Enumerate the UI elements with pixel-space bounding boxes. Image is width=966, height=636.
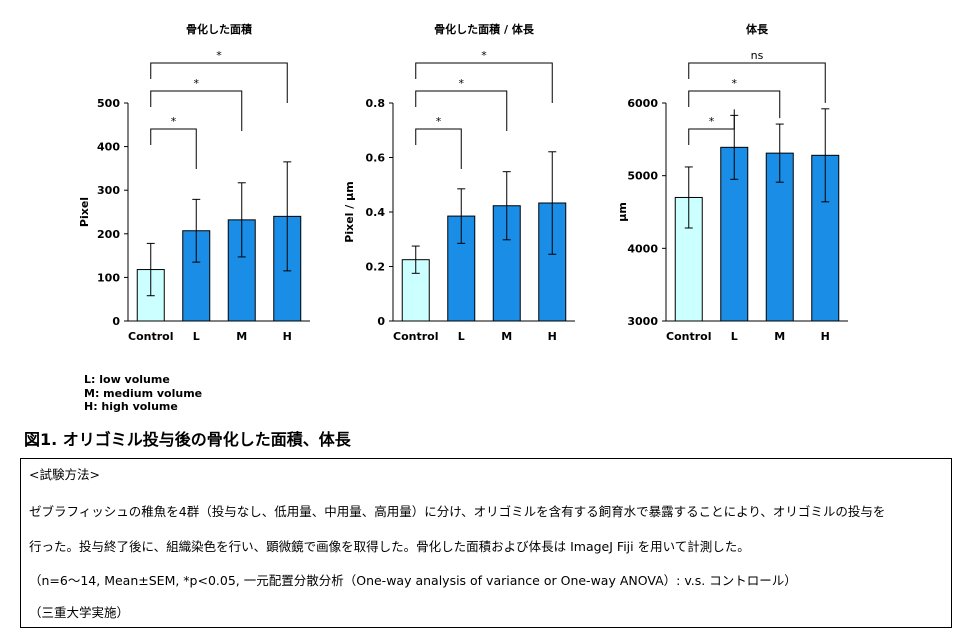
significance-bracket [688,90,781,119]
significance-label: * [709,115,715,128]
chart-title: 骨化した面積 [186,22,253,36]
y-tick-label: 0.6 [366,152,386,165]
methods-box: <試験方法> ゼブラフィッシュの稚魚を4群（投与なし、低用量、中用量、高用量）に… [20,458,952,628]
y-tick-label: 500 [97,97,120,110]
significance-bracket [150,62,288,103]
significance-label: * [171,115,177,128]
significance-bracket [688,109,735,145]
y-tick-label: 6000 [627,97,658,110]
significance-bracket [415,62,553,103]
significance-label: * [216,49,222,62]
chart-title: 骨化した面積 / 体長 [434,22,535,36]
significance-label: * [194,77,200,90]
x-tick-label: Control [393,330,438,343]
significance-label: * [436,115,442,128]
methods-line-3: （n=6～14, Mean±SEM, *p<0.05, 一元配置分散分析（One… [29,573,797,588]
significance-bracket [415,128,462,169]
y-axis-label: Pixel [78,197,91,227]
y-axis-label: µm [616,202,629,222]
x-tick-label: H [821,330,830,343]
methods-line-1: ゼブラフィッシュの稚魚を4群（投与なし、低用量、中用量、高用量）に分け、オリゴミ… [29,504,886,519]
x-tick-label: M [774,330,785,343]
x-tick-label: H [548,330,557,343]
legend-low: L: low volume [84,373,170,386]
chart-ossified-area: 骨化した面積 Pixel 0 100 200 300 400 500 Control L M H * * * [78,22,310,343]
chart-body-length: 体長 µm 3000 4000 5000 6000 Control L M H * * ns [616,22,848,343]
significance-label: * [732,77,738,90]
significance-label: * [481,49,487,62]
chart-title: 体長 [746,22,769,36]
x-tick-label: Control [128,330,173,343]
methods-line-4: （三重大学実施） [29,605,130,620]
y-tick-label: 0.2 [366,261,386,274]
methods-line-2: 行った。投与終了後に、組織染色を行い、顕微鏡で画像を取得した。骨化した面積および… [29,539,750,554]
x-tick-label: L [458,330,465,343]
legend: L: low volume M: medium volume H: high v… [84,373,202,414]
significance-bracket [150,90,243,131]
legend-medium: M: medium volume [84,386,203,400]
y-tick-label: 100 [97,271,120,284]
y-tick-label: 3000 [627,315,658,328]
y-tick-label: 5000 [627,170,658,183]
significance-bracket [415,90,508,131]
significance-bracket [150,128,197,169]
x-tick-label: L [731,330,738,343]
y-axis-label: Pixel / µm [343,181,356,242]
legend-high: H: high volume [84,400,178,413]
y-tick-label: 4000 [627,242,658,255]
x-tick-label: L [193,330,200,343]
y-tick-label: 300 [97,184,120,197]
y-tick-label: 400 [97,141,120,154]
x-tick-label: M [236,330,247,343]
figure-caption: 図1. オリゴミル投与後の骨化した面積、体長 [24,430,351,449]
methods-heading: <試験方法> [29,467,100,482]
y-tick-label: 0 [377,315,385,328]
x-tick-label: H [283,330,292,343]
chart-ossified-area-per-length: 骨化した面積 / 体長 Pixel / µm 0 0.2 0.4 0.6 0.8 Contro… [343,22,575,343]
y-tick-label: 0 [112,315,120,328]
x-tick-label: M [501,330,512,343]
significance-label: ns [751,49,764,62]
significance-bracket [688,62,826,103]
significance-label: * [459,77,465,90]
y-tick-label: 200 [97,228,120,241]
y-tick-label: 0.8 [366,97,386,110]
y-tick-label: 0.4 [366,206,386,219]
x-tick-label: Control [666,330,711,343]
